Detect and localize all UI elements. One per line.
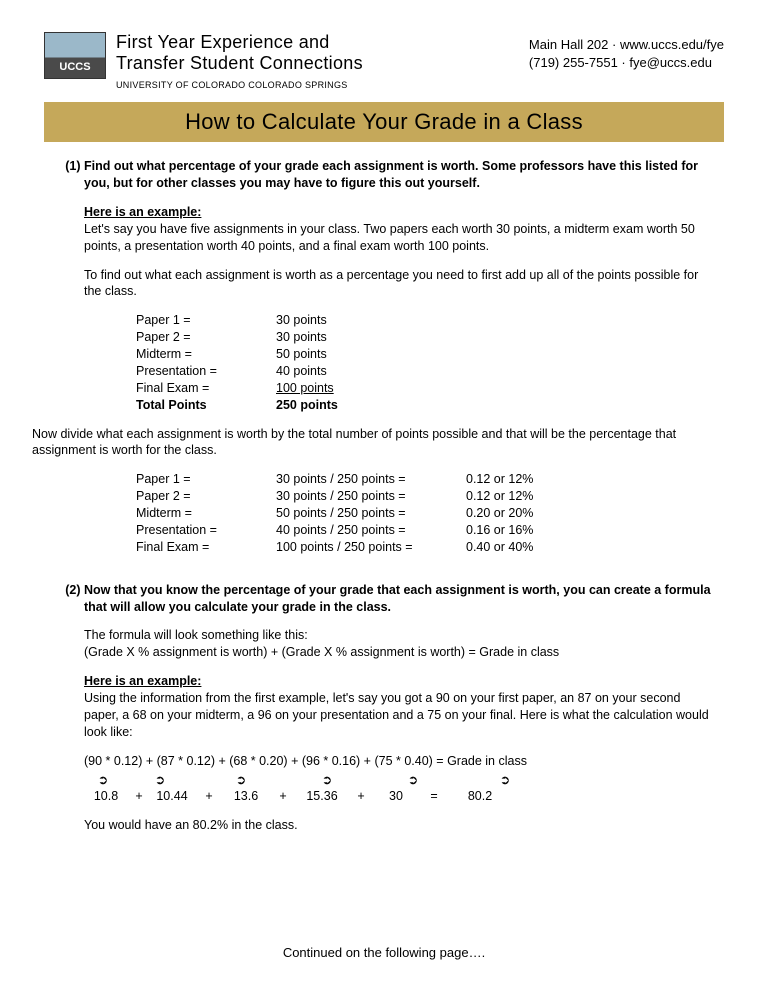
pt-total-label: Total Points — [136, 397, 276, 414]
header-contact: Main Hall 202 · www.uccs.edu/fye (719) 2… — [529, 36, 724, 72]
dept-line1: First Year Experience and — [116, 32, 363, 53]
pct-label: Paper 2 = — [136, 488, 276, 505]
pt-row-value: 30 points — [276, 329, 466, 346]
pct-calc: 30 points / 250 points = — [276, 488, 466, 505]
continued-note: Continued on the following page…. — [44, 944, 724, 962]
pct-result: 0.20 or 20% — [466, 505, 606, 522]
uccs-logo: UCCS — [44, 32, 106, 79]
step-1-heading: Find out what percentage of your grade e… — [84, 159, 698, 190]
formula-intro: The formula will look something like thi… — [84, 628, 308, 642]
arrow-row: ➲ ➲ ➲ ➲ ➲ ➲ — [84, 772, 712, 789]
example-label: Here is an example: — [84, 205, 201, 219]
pt-row-value: 30 points — [276, 312, 466, 329]
divide-intro: Now divide what each assignment is worth… — [32, 426, 712, 460]
sum-cell: 80.2 — [452, 788, 508, 805]
pct-label: Final Exam = — [136, 539, 276, 556]
points-table: Paper 1 =30 points Paper 2 =30 points Mi… — [136, 312, 712, 413]
sum-cell: = — [416, 788, 452, 805]
example-label-2: Here is an example: — [84, 674, 201, 688]
conclusion: You would have an 80.2% in the class. — [84, 817, 712, 834]
pt-row-value: 100 points — [276, 380, 466, 397]
down-arrow-icon: ➲ — [456, 772, 554, 789]
down-arrow-icon: ➲ — [122, 772, 198, 789]
content: Find out what percentage of your grade e… — [44, 158, 724, 834]
pt-row-value: 40 points — [276, 363, 466, 380]
pct-result: 0.16 or 16% — [466, 522, 606, 539]
pct-calc: 40 points / 250 points = — [276, 522, 466, 539]
sum-cell: 30 — [376, 788, 416, 805]
pct-label: Paper 1 = — [136, 471, 276, 488]
pt-total-value: 250 points — [276, 397, 466, 414]
formula: (Grade X % assignment is worth) + (Grade… — [84, 645, 559, 659]
pct-result: 0.12 or 12% — [466, 488, 606, 505]
pt-row-label: Midterm = — [136, 346, 276, 363]
pt-row-label: Final Exam = — [136, 380, 276, 397]
page-title: How to Calculate Your Grade in a Class — [44, 102, 724, 143]
sum-cell: 10.44 — [150, 788, 194, 805]
step-2-heading: Now that you know the percentage of your… — [84, 583, 711, 614]
sum-cell: + — [268, 788, 298, 805]
example-intro: Let's say you have five assignments in y… — [84, 222, 695, 253]
add-intro: To find out what each assignment is wort… — [84, 267, 712, 301]
percent-table: Paper 1 =30 points / 250 points =0.12 or… — [136, 471, 712, 555]
university-name: UNIVERSITY OF COLORADO COLORADO SPRINGS — [116, 79, 363, 91]
contact-line1: Main Hall 202 · www.uccs.edu/fye — [529, 36, 724, 54]
pt-row-label: Paper 1 = — [136, 312, 276, 329]
page: UCCS First Year Experience and Transfer … — [0, 0, 768, 986]
sum-cell: + — [128, 788, 150, 805]
contact-line2: (719) 255-7551 · fye@uccs.edu — [529, 54, 724, 72]
header: UCCS First Year Experience and Transfer … — [44, 32, 724, 92]
pt-row-label: Presentation = — [136, 363, 276, 380]
sum-cell: + — [346, 788, 376, 805]
steps-list: Find out what percentage of your grade e… — [62, 158, 712, 834]
sum-cell: 10.8 — [84, 788, 128, 805]
pt-row-value: 50 points — [276, 346, 466, 363]
down-arrow-icon: ➲ — [284, 772, 370, 789]
pt-row-label: Paper 2 = — [136, 329, 276, 346]
sum-cell: 15.36 — [298, 788, 346, 805]
pct-result: 0.12 or 12% — [466, 471, 606, 488]
down-arrow-icon: ➲ — [84, 772, 122, 789]
example-intro-2: Using the information from the first exa… — [84, 691, 709, 739]
department-block: First Year Experience and Transfer Stude… — [116, 32, 363, 92]
down-arrow-icon: ➲ — [198, 772, 284, 789]
pct-label: Presentation = — [136, 522, 276, 539]
pct-calc: 100 points / 250 points = — [276, 539, 466, 556]
sum-cell: 13.6 — [224, 788, 268, 805]
step-1: Find out what percentage of your grade e… — [84, 158, 712, 556]
pct-calc: 30 points / 250 points = — [276, 471, 466, 488]
dept-line2: Transfer Student Connections — [116, 53, 363, 74]
pct-result: 0.40 or 40% — [466, 539, 606, 556]
sum-cell: + — [194, 788, 224, 805]
pct-label: Midterm = — [136, 505, 276, 522]
step-2: Now that you know the percentage of your… — [84, 582, 712, 835]
down-arrow-icon: ➲ — [370, 772, 456, 789]
pct-calc: 50 points / 250 points = — [276, 505, 466, 522]
header-left: UCCS First Year Experience and Transfer … — [44, 32, 363, 92]
calculation-line: (90 * 0.12) + (87 * 0.12) + (68 * 0.20) … — [84, 753, 712, 770]
sum-row: 10.8 + 10.44 + 13.6 + 15.36 + 30 = 80.2 — [84, 788, 712, 805]
